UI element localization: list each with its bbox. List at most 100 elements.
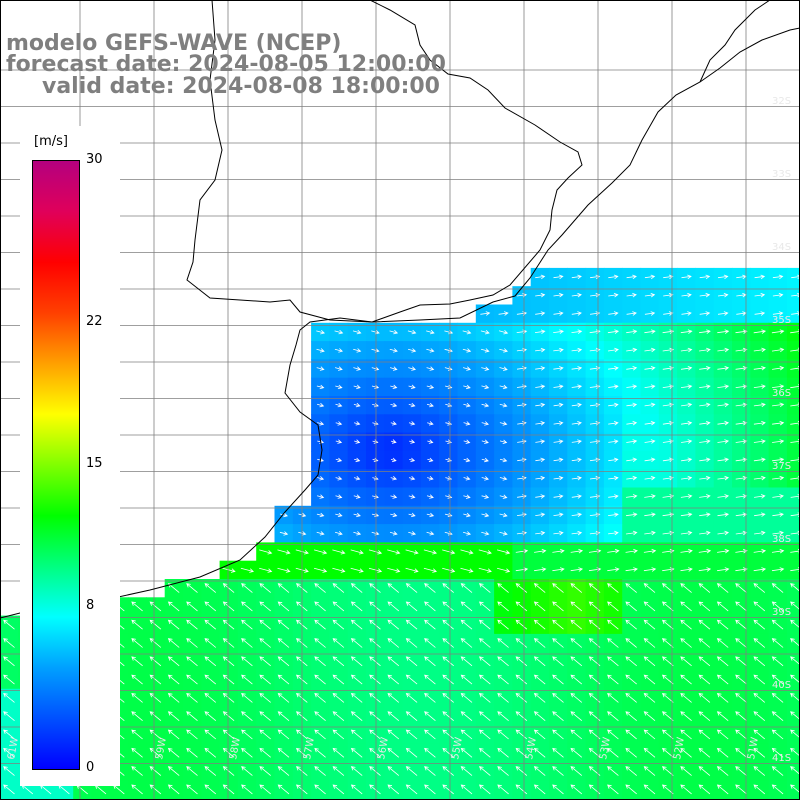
wind-arrow	[335, 494, 343, 499]
wind-arrow	[442, 638, 454, 648]
wind-arrow	[460, 784, 473, 795]
wind-arrow	[553, 347, 564, 353]
wind-arrow	[515, 619, 528, 630]
wind-arrow	[405, 784, 418, 795]
wind-arrow	[626, 292, 637, 298]
wind-arrow	[753, 674, 766, 685]
wind-arrow	[335, 421, 343, 426]
wind-arrow	[407, 329, 417, 335]
wind-arrow	[625, 766, 637, 776]
wind-arrow	[460, 656, 473, 667]
wind-arrow	[186, 601, 198, 612]
wind-arrow	[643, 729, 656, 740]
wind-arrow	[387, 729, 400, 740]
wind-arrow	[259, 601, 271, 612]
wind-arrow	[625, 747, 637, 758]
wind-arrow	[481, 439, 489, 444]
wind-arrow	[552, 567, 565, 572]
wind-arrow	[735, 512, 748, 517]
wind-arrow	[661, 747, 674, 758]
wind-arrow	[313, 549, 328, 555]
wind-arrow	[149, 601, 162, 612]
colorbar-panel: [m/s] 30 22 15 8 0	[20, 126, 120, 786]
wind-arrow	[460, 638, 473, 648]
wind-arrow	[644, 475, 656, 481]
wind-arrow	[204, 729, 217, 740]
wind-arrow	[608, 530, 619, 536]
wind-arrow	[353, 366, 362, 371]
wind-arrow	[387, 656, 400, 667]
wind-arrow	[735, 766, 747, 776]
wind-arrow	[277, 711, 290, 722]
wind-arrow	[499, 366, 508, 371]
wind-arrow	[478, 747, 491, 758]
latitude-label: 34S	[772, 242, 791, 253]
wind-arrow	[149, 638, 162, 648]
wind-arrow	[241, 766, 253, 776]
wind-arrow	[369, 674, 381, 685]
wind-arrow	[424, 656, 436, 667]
wind-arrow	[387, 692, 400, 703]
wind-arrow	[332, 711, 345, 722]
wind-arrow	[335, 439, 343, 444]
wind-arrow	[681, 420, 693, 426]
wind-arrow	[390, 512, 398, 518]
wind-arrow	[478, 567, 492, 573]
wind-arrow	[424, 619, 436, 630]
wind-arrow	[332, 766, 345, 776]
wind-arrow	[661, 601, 674, 612]
wind-arrow	[608, 494, 619, 499]
wind-arrow	[716, 784, 729, 795]
wind-arrow	[553, 274, 564, 280]
coastline-inland-border	[186, 0, 583, 323]
wind-arrow	[625, 567, 638, 572]
wind-arrow	[478, 784, 491, 795]
wind-arrow	[607, 601, 619, 612]
wind-arrow	[644, 347, 656, 353]
wind-arrow	[753, 366, 766, 371]
wind-arrow	[717, 402, 730, 408]
wind-arrow	[515, 784, 528, 795]
wind-arrow	[753, 747, 766, 758]
wind-arrow	[662, 347, 675, 353]
wind-arrow	[3, 619, 15, 630]
wind-arrow	[699, 347, 711, 353]
wind-arrow	[553, 530, 564, 536]
wind-arrow	[241, 711, 253, 722]
wind-arrow	[772, 512, 784, 517]
wind-arrow	[149, 674, 162, 685]
wind-arrow	[681, 274, 692, 280]
wind-arrow	[643, 567, 657, 572]
wind-arrow	[463, 476, 471, 481]
wind-arrow	[608, 512, 619, 517]
wind-arrow	[167, 784, 180, 795]
wind-arrow	[332, 638, 345, 648]
wind-cell	[786, 688, 800, 708]
wind-arrow	[699, 439, 711, 444]
wind-arrow	[753, 457, 766, 463]
wind-arrow	[369, 711, 381, 722]
wind-arrow	[716, 747, 729, 758]
wind-arrow	[478, 692, 491, 703]
model-title: modelo GEFS-WAVE (NCEP)	[6, 31, 342, 56]
wind-arrow	[424, 729, 436, 740]
wind-cell	[786, 579, 800, 598]
wind-arrow	[369, 729, 381, 740]
wind-arrow	[625, 711, 637, 722]
wind-arrow	[771, 747, 784, 758]
wind-arrow	[186, 656, 198, 667]
wind-arrow	[369, 784, 381, 795]
wind-arrow	[277, 567, 291, 573]
wind-arrow	[332, 601, 345, 612]
wind-arrow	[314, 766, 326, 776]
wind-arrow	[334, 329, 344, 335]
wind-arrow	[625, 656, 637, 667]
wind-arrow	[571, 530, 583, 536]
wind-arrow	[405, 601, 418, 612]
wind-arrow	[608, 457, 619, 463]
wind-arrow	[607, 329, 620, 334]
wind-arrow	[259, 747, 271, 758]
wind-arrow	[607, 674, 619, 685]
wind-arrow	[771, 583, 784, 593]
wind-arrow	[698, 567, 712, 572]
